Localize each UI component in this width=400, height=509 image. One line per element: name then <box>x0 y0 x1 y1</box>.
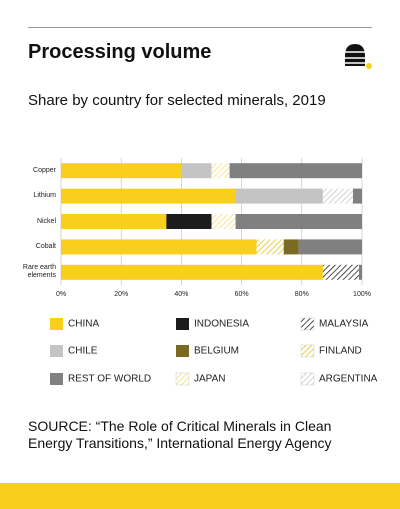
bar-segment <box>61 264 323 280</box>
bar-segment <box>61 188 236 204</box>
category-label: Rare earth elements <box>22 264 56 280</box>
legend-swatch <box>50 373 63 385</box>
bar-segment <box>283 239 299 255</box>
legend-swatch <box>50 318 63 330</box>
bar-segment <box>61 214 167 229</box>
category-label: Lithium <box>33 192 56 200</box>
bar-segment <box>352 188 362 204</box>
category-label: Cobalt <box>35 242 56 250</box>
title: Processing volume <box>28 41 212 63</box>
legend-swatch <box>176 318 189 330</box>
x-tick-label: 20% <box>114 291 128 298</box>
legend-label: ARGENTINA <box>319 374 378 385</box>
legend-label: BELGIUM <box>194 346 239 357</box>
bar-segment <box>211 163 230 179</box>
bar-segment <box>235 188 323 204</box>
legend-label: FINLAND <box>319 346 362 357</box>
footer-band <box>0 483 400 509</box>
x-tick-label: 60% <box>235 291 249 298</box>
subtitle: Share by country for selected minerals, … <box>28 92 326 109</box>
legend-label: INDONESIA <box>194 319 249 330</box>
top-rule <box>28 27 372 28</box>
legend-label: MALAYSIA <box>319 319 369 330</box>
legend-swatch <box>176 345 189 357</box>
legend-swatch <box>300 372 315 386</box>
legend-label: CHILE <box>68 346 98 357</box>
x-tick-label: 40% <box>174 291 188 298</box>
legend-swatch <box>300 344 315 358</box>
bar-segment <box>211 214 236 229</box>
bar-segment <box>61 239 257 255</box>
bar-segment <box>322 188 353 204</box>
chart: 0% 20% 40% 60% 80% 100% CHINA INDONESIA CHILE JAP… <box>50 44 378 386</box>
category-label: Copper <box>33 166 56 174</box>
logo <box>343 44 372 69</box>
bar-segment <box>166 214 212 229</box>
bar-segment <box>298 239 362 255</box>
legend-label: CHINA <box>68 319 99 330</box>
bar-segment <box>61 163 182 179</box>
legend-swatch <box>300 317 315 331</box>
bar-segment <box>181 163 212 179</box>
bar-segment <box>322 264 359 280</box>
bar-segment <box>235 214 362 229</box>
source: SOURCE: “The Role of Critical Minerals i… <box>28 418 332 451</box>
x-tick-label: 100% <box>353 291 371 298</box>
bar-segment <box>229 163 362 179</box>
x-tick-label: 0% <box>56 291 66 298</box>
legend-label: JAPAN <box>194 374 226 385</box>
bar-segment <box>256 239 284 255</box>
category-label: Nickel <box>36 217 56 225</box>
x-tick-label: 80% <box>295 291 309 298</box>
legend-label: REST OF WORLD <box>68 374 151 385</box>
legend-swatch <box>50 345 63 357</box>
legend-swatch <box>175 372 190 386</box>
bar-segment <box>358 264 362 280</box>
